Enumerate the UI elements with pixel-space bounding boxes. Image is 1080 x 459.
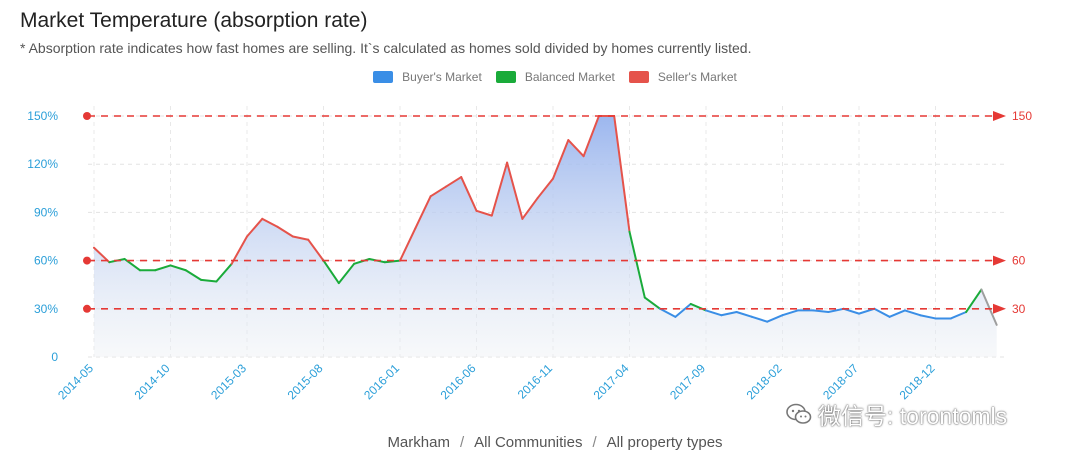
series-line-segment-2018-10 (903, 309, 922, 317)
watermark-text: 微信号: torontomls (818, 403, 1008, 429)
series-line-segment-2014-09 (154, 264, 172, 272)
series-line-segment-2016-08 (506, 161, 524, 220)
x-tick-label: 2014-05 (55, 361, 96, 402)
reference-arrow-150 (993, 111, 1006, 121)
series-line-segment-2016-11 (552, 139, 570, 180)
series-line-segment-2017-09 (705, 309, 723, 317)
series-line-segment-2014-11 (184, 269, 203, 281)
series-line-segment-2015-04 (261, 217, 279, 228)
legend-swatch-buyer (373, 71, 394, 83)
legend-item-buyer[interactable]: Buyer's Market (373, 70, 482, 84)
series-line-segment-2015-10 (353, 257, 371, 265)
wechat-icon (786, 403, 812, 424)
series-line-segment-2017-11 (735, 311, 753, 318)
chart-title: Market Temperature (absorption rate) (20, 9, 368, 32)
series-line-segment-2016-05 (460, 176, 478, 212)
breadcrumb-separator: / (592, 434, 597, 451)
x-tick-label: 2015-08 (285, 361, 326, 402)
legend-label-seller: Seller's Market (657, 70, 737, 84)
x-tick-label: 2017-09 (667, 361, 708, 402)
y-tick-label: 0 (51, 350, 58, 364)
x-tick-label: 2016-11 (515, 361, 556, 402)
series-line-segment-2015-02 (230, 235, 248, 265)
series-line-segment-2018-07 (858, 307, 876, 315)
series-line-segment-2016-02 (414, 195, 432, 230)
y-tick-label: 150% (27, 109, 58, 123)
x-tick-label: 2016-06 (438, 361, 479, 402)
breadcrumb-property-type[interactable]: All property types (606, 434, 723, 451)
reference-arrow-60 (993, 255, 1006, 266)
reference-dot-60 (83, 256, 91, 265)
series-line-segment-2015-03 (246, 217, 264, 238)
series-line-segment-2018-08 (873, 307, 891, 318)
x-tick-label: 2014-10 (132, 361, 173, 402)
series-line-segment-2016-07 (490, 161, 509, 217)
chart-subtitle: * Absorption rate indicates how fast hom… (20, 40, 752, 56)
series-line-segment-2016-09 (521, 196, 539, 220)
breadcrumb-community[interactable]: All Communities (474, 434, 583, 451)
series-line-segment-2018-05 (827, 307, 845, 314)
reference-dot-150 (83, 112, 91, 120)
x-tick-label: 2018-02 (744, 361, 785, 402)
series-line-segment-2016-01 (399, 227, 417, 262)
series-line-segment-2015-12 (383, 259, 401, 264)
series-line-segment-2018-01 (766, 314, 784, 323)
series-line-segment-2018-02 (781, 309, 799, 317)
series-line-segment-2016-03 (429, 185, 447, 198)
x-tick-label: 2016-01 (361, 361, 402, 402)
legend-label-buyer: Buyer's Market (402, 70, 482, 84)
x-tick-label: 2017-04 (591, 361, 632, 402)
series-line-segment-2017-01 (582, 115, 600, 158)
breadcrumb: Markham / All Communities / All property typ… (0, 434, 1080, 451)
reference-label-30: 30 (1012, 302, 1026, 316)
y-tick-label: 60% (34, 254, 58, 268)
series-line-segment-2014-10 (169, 264, 187, 272)
series-line-segment-2019-03 (980, 288, 998, 326)
legend-swatch-balanced (495, 71, 516, 83)
series-line-segment-2016-04 (444, 176, 463, 188)
reference-arrow-30 (993, 303, 1006, 314)
watermark: 微信号: torontomls (786, 397, 1007, 431)
x-tick-label: 2015-03 (208, 361, 249, 402)
legend-item-balanced[interactable]: Balanced Market (495, 70, 615, 84)
y-tick-label: 90% (34, 205, 58, 219)
series-line-segment-2015-08 (322, 259, 340, 285)
series-line-segment-2017-05 (643, 296, 662, 310)
series-line-segment-2018-06 (842, 307, 860, 315)
series-line-segment-2017-07 (674, 302, 692, 318)
series-line-segment-2018-04 (812, 309, 830, 314)
series-line-segment-2017-06 (659, 307, 677, 318)
series-line-segment-2019-02 (965, 288, 983, 314)
breadcrumb-separator: / (459, 434, 465, 451)
series-line-segment-2015-05 (276, 225, 294, 238)
series-line-segment-2017-04 (628, 230, 646, 299)
legend-item-seller[interactable]: Seller's Market (628, 70, 737, 84)
series-line-segment-2017-12 (750, 315, 769, 323)
y-tick-label: 120% (27, 157, 58, 171)
series-line-segment-2017-10 (720, 311, 738, 317)
legend-swatch-seller (628, 71, 649, 83)
reference-label-60: 60 (1012, 254, 1026, 268)
legend-label-balanced: Balanced Market (524, 70, 615, 84)
breadcrumb-city[interactable]: Markham (387, 434, 450, 451)
series-line-segment-2016-06 (475, 209, 493, 217)
y-tick-label: 30% (34, 302, 58, 316)
series-line-segment-2015-06 (291, 235, 310, 241)
series-line-segment-2018-09 (888, 309, 906, 318)
series-line-segment-2016-12 (567, 139, 585, 158)
series-line-segment-2015-07 (307, 238, 325, 262)
reference-dot-30 (83, 304, 91, 313)
area-fill (94, 116, 997, 357)
series-line-segment-2014-12 (200, 278, 218, 283)
series-line-segment-2014-05 (93, 246, 111, 264)
series-line-segment-2016-10 (536, 177, 554, 199)
series-line-segment-2017-03 (613, 115, 631, 233)
reference-label-150: 150 (1012, 109, 1032, 123)
series-line-segment-2019-01 (949, 311, 968, 320)
chart-legend: Buyer's Market Balanced Market Seller's … (0, 70, 1080, 84)
series-line-segment-2015-09 (337, 262, 356, 285)
series-line-segment-2015-01 (215, 262, 233, 283)
series-line-segment-2018-11 (919, 314, 937, 320)
